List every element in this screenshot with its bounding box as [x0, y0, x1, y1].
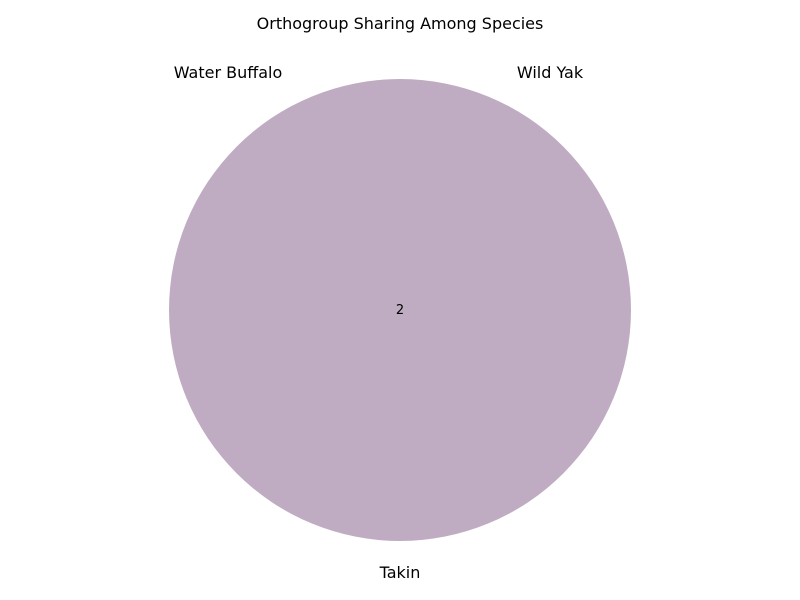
set-label-water-buffalo: Water Buffalo	[174, 63, 283, 82]
venn-region-all-sets	[169, 79, 631, 541]
set-label-wild-yak: Wild Yak	[517, 63, 584, 82]
venn-region-count: 2	[396, 303, 404, 318]
set-label-takin: Takin	[379, 563, 421, 582]
chart-title: Orthogroup Sharing Among Species	[257, 14, 544, 33]
venn-regions: 2	[169, 79, 631, 541]
venn-set-labels: Water Buffalo Wild Yak Takin	[174, 63, 584, 582]
